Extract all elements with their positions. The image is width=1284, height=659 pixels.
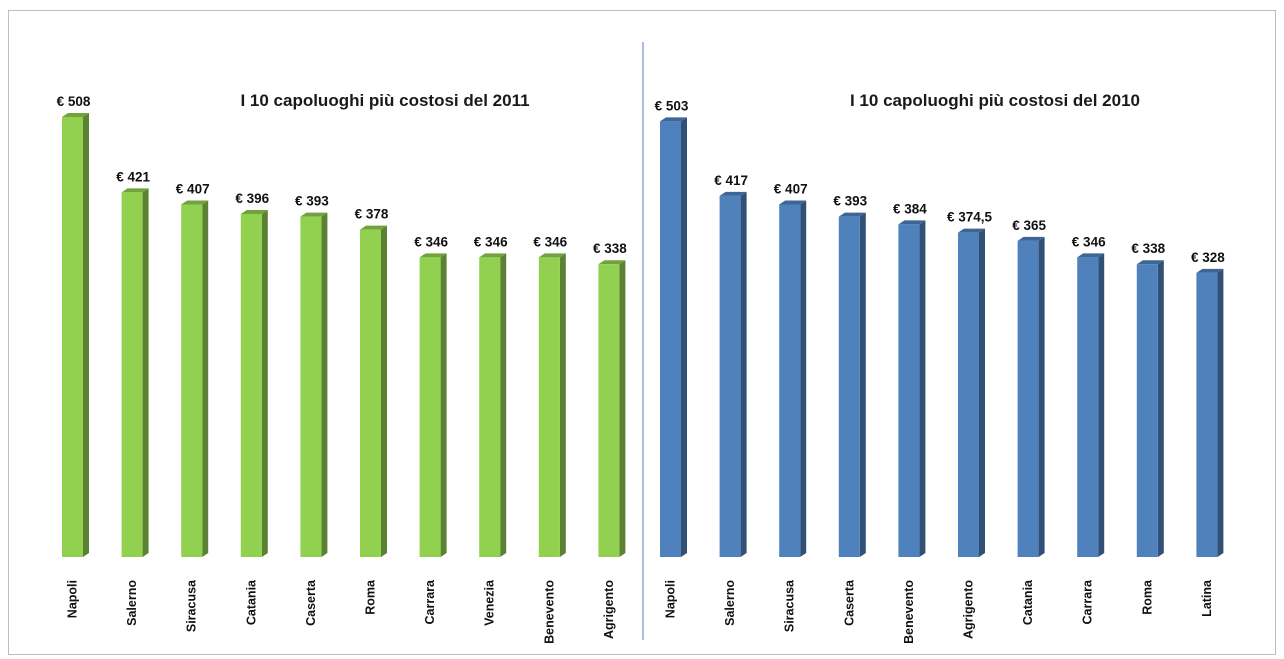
value-label: € 393: [295, 194, 329, 209]
bar: [420, 257, 441, 557]
value-label: € 508: [57, 94, 91, 109]
bar: [122, 192, 143, 557]
category-label: Roma: [364, 579, 378, 615]
bar-side: [919, 220, 925, 557]
bar: [479, 257, 500, 557]
chart-title: I 10 capoluoghi più costosi del 2011: [240, 91, 529, 110]
value-label: € 407: [176, 181, 210, 196]
bar: [779, 204, 800, 557]
category-label: Catania: [1021, 579, 1035, 625]
bar: [958, 233, 979, 557]
bar: [539, 257, 560, 557]
category-label: Caserta: [842, 579, 856, 626]
bar-side: [500, 253, 506, 557]
value-label: € 338: [593, 241, 627, 256]
bar: [62, 117, 83, 557]
category-label: Agrigento: [602, 580, 616, 639]
bar: [720, 196, 741, 557]
bar-side: [381, 226, 387, 557]
category-label: Salerno: [125, 580, 139, 626]
category-label: Siracusa: [783, 579, 797, 632]
bar: [241, 214, 262, 557]
value-label: € 346: [1072, 234, 1106, 249]
bar: [300, 217, 321, 557]
chart-panel-2011: I 10 capoluoghi più costosi del 2011 € 50…: [57, 91, 628, 644]
bar-side: [1098, 253, 1104, 557]
value-label: € 393: [833, 194, 867, 209]
chart-title: I 10 capoluoghi più costosi del 2010: [850, 91, 1140, 110]
bar-side: [560, 253, 566, 557]
value-label: € 417: [714, 173, 748, 188]
category-label: Roma: [1140, 579, 1154, 615]
bar-side: [619, 260, 625, 557]
value-label: € 396: [235, 191, 269, 206]
value-label: € 421: [116, 169, 150, 184]
bar-side: [979, 229, 985, 557]
category-label: Venezia: [483, 579, 497, 626]
bar: [1077, 257, 1098, 557]
value-label: € 338: [1131, 241, 1165, 256]
bar-side: [681, 117, 687, 557]
category-label: Benevento: [542, 580, 556, 644]
bar-side: [1039, 237, 1045, 557]
category-label: Salerno: [723, 580, 737, 626]
value-label: € 407: [774, 181, 808, 196]
bar-side: [83, 113, 89, 557]
bar-side: [321, 213, 327, 557]
value-label: € 503: [655, 98, 689, 113]
bar-side: [441, 253, 447, 557]
category-label: Napoli: [664, 580, 678, 618]
value-label: € 374,5: [947, 210, 993, 225]
bar: [660, 121, 681, 557]
bar: [1196, 273, 1217, 557]
bar: [839, 217, 860, 557]
bar-side: [741, 192, 747, 557]
bar-side: [262, 210, 268, 557]
category-label: Catania: [244, 579, 258, 625]
category-label: Benevento: [902, 580, 916, 644]
bar-side: [1217, 269, 1223, 557]
category-label: Agrigento: [962, 580, 976, 639]
bar-side: [860, 213, 866, 557]
bar: [181, 204, 202, 557]
bar: [1137, 264, 1158, 557]
category-label: Carrara: [1081, 579, 1095, 625]
value-label: € 365: [1012, 218, 1046, 233]
category-label: Caserta: [304, 579, 318, 626]
bar: [360, 230, 381, 557]
value-label: € 378: [355, 207, 389, 222]
chart-panel-2010: I 10 capoluoghi più costosi del 2010 € 50…: [655, 91, 1226, 644]
bar: [898, 224, 919, 557]
bar: [598, 264, 619, 557]
bar-side: [202, 200, 208, 557]
value-label: € 328: [1191, 250, 1225, 265]
category-label: Latina: [1200, 579, 1214, 617]
value-label: € 346: [533, 234, 567, 249]
value-label: € 346: [474, 234, 508, 249]
bar-side: [143, 188, 149, 557]
value-label: € 346: [414, 234, 448, 249]
bar: [1018, 241, 1039, 557]
bar-side: [800, 200, 806, 557]
value-label: € 384: [893, 201, 927, 216]
bar-side: [1158, 260, 1164, 557]
category-label: Carrara: [423, 579, 437, 625]
category-label: Siracusa: [185, 579, 199, 632]
category-label: Napoli: [66, 580, 80, 618]
